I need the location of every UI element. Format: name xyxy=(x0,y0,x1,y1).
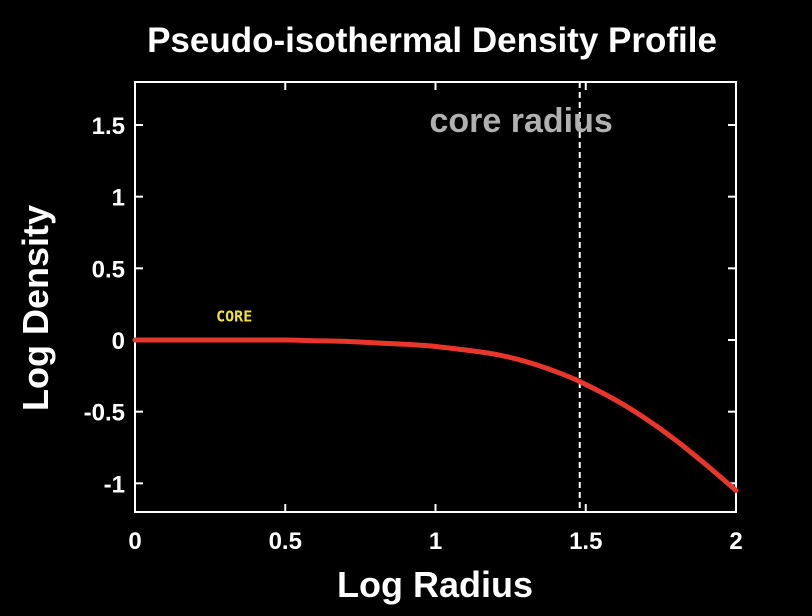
annotations: core radius CORE xyxy=(216,82,613,512)
y-tick-label: 0 xyxy=(112,328,125,355)
x-tick-label: 0 xyxy=(128,528,141,555)
axis-ticks: 0 0.5 1 1.5 2 1.5 1 0.5 0 -0.5 -1 xyxy=(84,82,743,555)
y-axis-label: Log Density xyxy=(15,205,56,411)
x-tick-label: 0.5 xyxy=(269,528,302,555)
x-tick-label: 1 xyxy=(429,528,442,555)
core-annotation: CORE xyxy=(216,307,252,325)
y-tick-label: 1.5 xyxy=(92,113,125,140)
x-axis-label: Log Radius xyxy=(337,564,533,605)
density-curve xyxy=(132,337,739,493)
y-tick-label: -1 xyxy=(104,471,125,498)
y-tick-label: 0.5 xyxy=(92,256,125,283)
chart-title: Pseudo-isothermal Density Profile xyxy=(147,21,717,60)
y-tick-label: 1 xyxy=(112,185,125,212)
x-tick-label: 2 xyxy=(729,528,742,555)
y-tick-label: -0.5 xyxy=(84,400,125,427)
plot-frame xyxy=(134,81,737,513)
series-layer xyxy=(132,337,739,493)
x-tick-label: 1.5 xyxy=(569,528,602,555)
core-radius-annotation: core radius xyxy=(429,102,612,140)
